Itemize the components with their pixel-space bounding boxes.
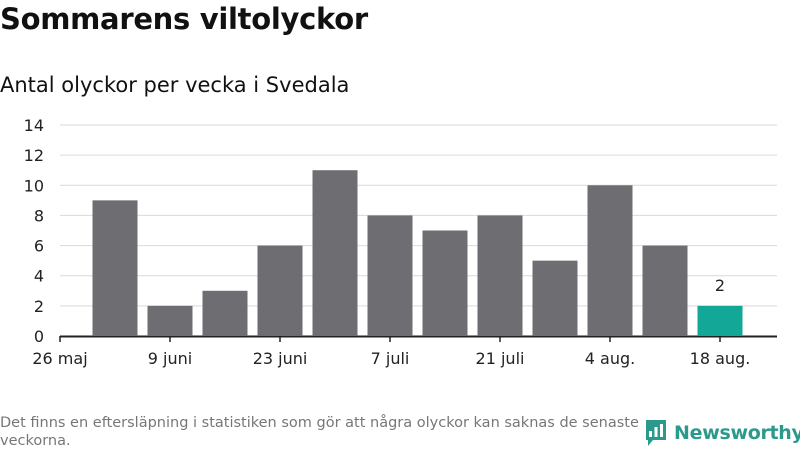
y-tick-label: 12 — [24, 146, 44, 165]
brand-logo: Newsworthy — [644, 418, 800, 448]
highlight-data-label: 2 — [715, 276, 725, 295]
chart-title: Sommarens viltolyckor — [0, 2, 368, 36]
x-tick-label: 7 juli — [371, 349, 410, 368]
bar — [92, 200, 138, 336]
x-tick-label: 21 juli — [476, 349, 525, 368]
x-tick-label: 9 juni — [148, 349, 192, 368]
bar-highlighted — [697, 305, 743, 336]
y-tick-label: 10 — [24, 176, 44, 195]
y-tick-label: 0 — [34, 327, 44, 346]
bar — [587, 185, 633, 336]
bar — [147, 305, 193, 336]
bar-chart-logo-icon — [646, 420, 666, 446]
y-tick-label: 8 — [34, 206, 44, 225]
y-tick-label: 14 — [24, 116, 44, 135]
bar — [422, 230, 468, 336]
bar — [532, 260, 578, 336]
y-tick-label: 4 — [34, 267, 44, 286]
x-tick-label: 18 aug. — [690, 349, 751, 368]
y-tick-label: 6 — [34, 237, 44, 256]
bar — [202, 290, 248, 336]
bar — [642, 245, 688, 336]
bar-chart: 0 2 4 6 8 10 12 14 26 maj 9 juni 23 juni 7 juli 21 … — [24, 116, 777, 368]
x-tick-label: 26 maj — [32, 349, 87, 368]
bar — [477, 215, 523, 336]
y-tick-label: 2 — [34, 297, 44, 316]
y-axis-ticks: 0 2 4 6 8 10 12 14 — [24, 116, 44, 346]
bar — [257, 245, 303, 336]
bar — [367, 215, 413, 336]
brand-name: Newsworthy — [674, 422, 800, 444]
bars — [92, 170, 743, 336]
x-tick-label: 4 aug. — [585, 349, 635, 368]
chart-subtitle: Antal olyckor per vecka i Svedala — [0, 73, 350, 97]
bar — [312, 170, 358, 336]
gridlines — [60, 124, 777, 338]
x-tick-label: 23 juni — [253, 349, 308, 368]
x-axis-ticks: 26 maj 9 juni 23 juni 7 juli 21 juli 4 aug. 18… — [32, 336, 750, 368]
footnote: Det finns en eftersläpning i statistiken… — [0, 415, 639, 449]
